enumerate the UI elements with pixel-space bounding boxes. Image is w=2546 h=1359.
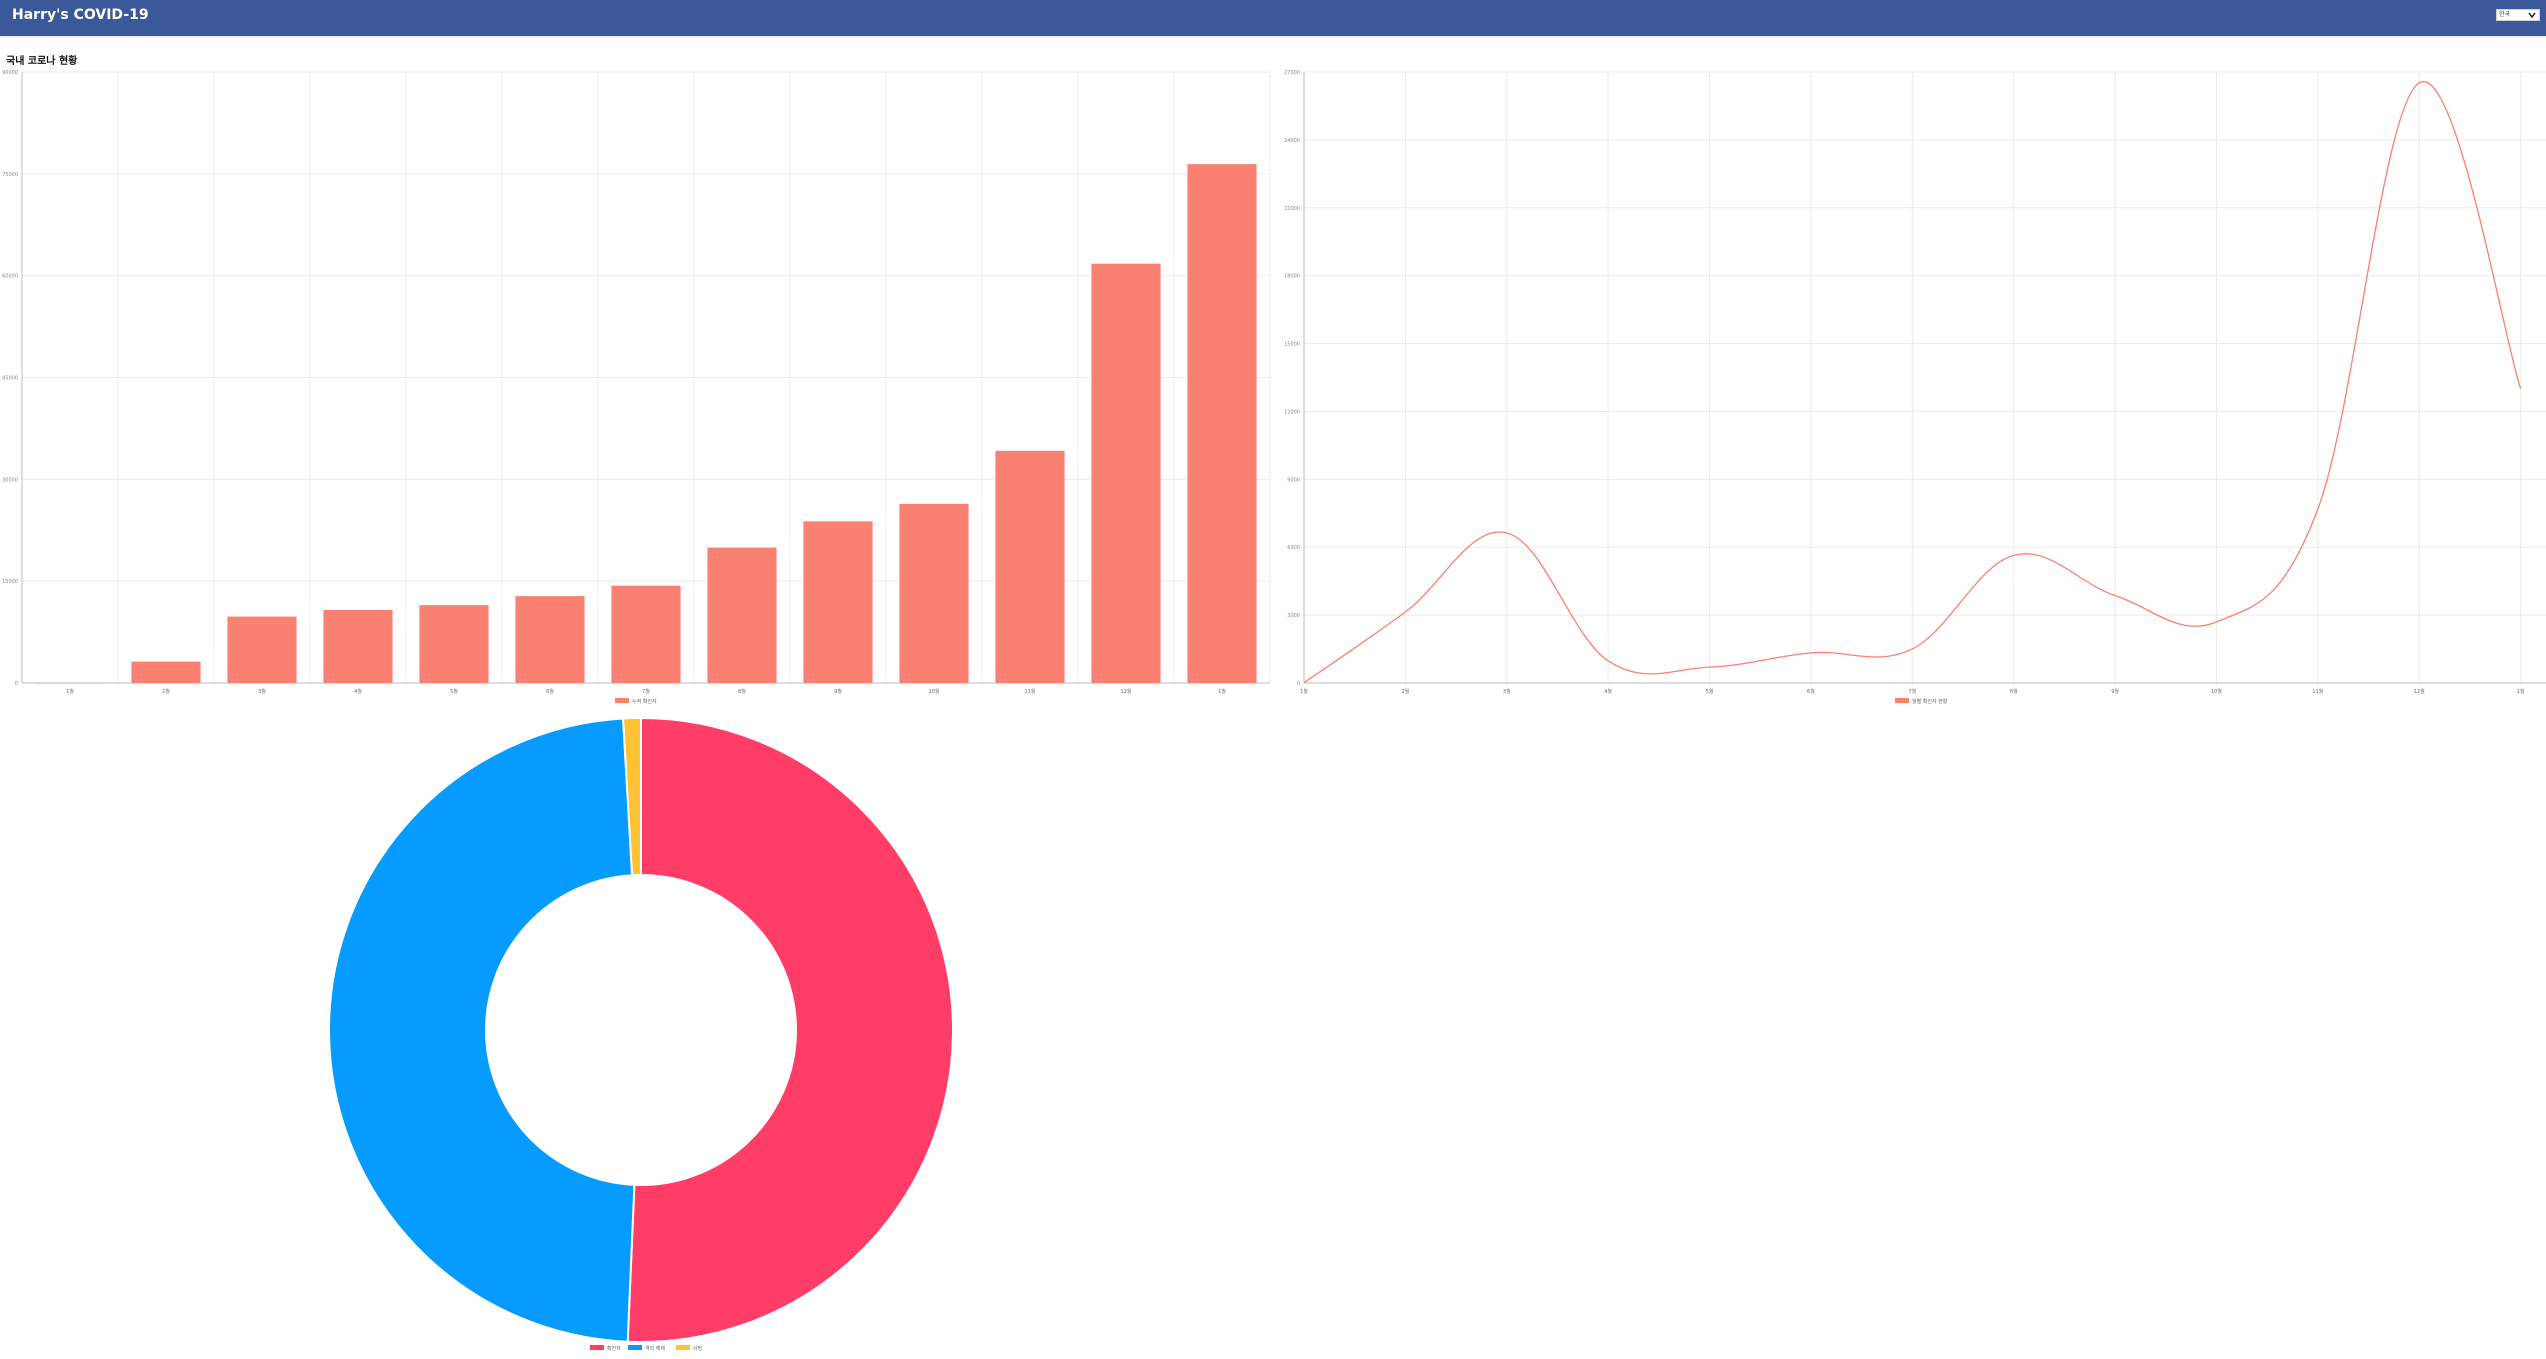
bar-x-tick-label: 8월 <box>738 688 746 695</box>
line-x-tick-label: 4월 <box>1604 688 1612 695</box>
bar-x-tick-label: 10월 <box>929 688 940 695</box>
bar <box>323 609 393 683</box>
line-x-tick-label: 8월 <box>2010 688 2018 695</box>
bar-x-tick-label: 2월 <box>162 688 170 695</box>
bar-x-tick-label: 1월 <box>66 688 74 695</box>
line-series <box>1303 81 2522 684</box>
line-y-tick-label: 12000 <box>1284 409 1300 415</box>
donut-slice <box>626 716 954 1343</box>
bar <box>35 682 105 684</box>
section-title: 국내 코로나 현황 <box>6 56 78 67</box>
bar-x-tick-label: 6월 <box>546 688 554 695</box>
bar <box>515 596 585 683</box>
donut-slice <box>328 717 636 1343</box>
bar-y-tick-label: 15000 <box>2 579 18 585</box>
line-y-tick-label: 0 <box>1297 681 1300 687</box>
donut-legend-label: 확진자 <box>607 1345 621 1352</box>
bar <box>899 503 969 683</box>
bar-x-tick-label: 5월 <box>450 688 458 695</box>
line-y-tick-label: 18000 <box>1284 274 1300 280</box>
bar-x-tick-label: 11월 <box>1025 688 1036 695</box>
donut-legend-swatch <box>676 1345 690 1350</box>
bar-x-tick-label: 4월 <box>354 688 362 695</box>
line-y-tick-label: 21000 <box>1284 206 1300 212</box>
line-legend-swatch <box>1895 698 1909 703</box>
bar-x-tick-label: 3월 <box>258 688 266 695</box>
donut-slice <box>622 716 642 877</box>
top-header: Harry's COVID-19 한국 <box>0 0 2546 36</box>
line-y-tick-label: 15000 <box>1284 342 1300 348</box>
status-donut-chart: 확진자 격리 해제 사망 <box>328 716 954 1352</box>
line-x-tick-label: 7월 <box>1908 688 1916 695</box>
line-x-tick-label: 1월 <box>1300 688 1308 695</box>
bar-x-tick-label: 12월 <box>1121 688 1132 695</box>
bar <box>803 521 873 683</box>
bar-y-tick-label: 45000 <box>2 376 18 382</box>
line-x-tick-label: 12월 <box>2414 688 2425 695</box>
bar <box>131 661 201 683</box>
bar <box>1187 164 1257 683</box>
line-x-tick-label: 11월 <box>2312 688 2323 695</box>
line-x-tick-label: 1월 <box>2517 688 2525 695</box>
line-x-tick-label: 9월 <box>2111 688 2119 695</box>
line-legend-label: 월별 확진자 현황 <box>1912 698 1948 705</box>
line-x-tick-label: 2월 <box>1401 688 1409 695</box>
bar-y-tick-label: 60000 <box>2 274 18 280</box>
chevron-down-icon <box>2528 12 2536 19</box>
line-x-tick-label: 3월 <box>1503 688 1511 695</box>
bar <box>995 450 1065 683</box>
donut-legend-swatch <box>628 1345 642 1350</box>
bar-legend-swatch <box>615 698 629 703</box>
line-x-tick-label: 5월 <box>1706 688 1714 695</box>
bar-y-tick-label: 90000 <box>2 70 18 76</box>
country-select[interactable]: 한국 <box>2496 9 2540 21</box>
line-y-tick-label: 6000 <box>1287 545 1300 551</box>
line-y-tick-label: 27000 <box>1284 70 1300 76</box>
line-y-tick-label: 9000 <box>1287 477 1300 483</box>
bar-x-tick-label: 9월 <box>834 688 842 695</box>
line-x-tick-label: 10월 <box>2211 688 2222 695</box>
donut-legend-swatch <box>590 1345 604 1350</box>
bar <box>707 547 777 683</box>
bar-y-tick-label: 30000 <box>2 477 18 483</box>
bar <box>1091 263 1161 683</box>
country-select-value: 한국 <box>2499 11 2511 18</box>
line-y-tick-label: 24000 <box>1284 138 1300 144</box>
line-y-tick-label: 3000 <box>1287 613 1300 619</box>
line-x-tick-label: 6월 <box>1807 688 1815 695</box>
bar-x-tick-label: 7월 <box>642 688 650 695</box>
donut-legend-label: 격리 해제 <box>645 1345 665 1352</box>
bar-x-tick-label: 1월 <box>1218 688 1226 695</box>
bar-legend-label: 누적 확진자 <box>632 698 657 705</box>
monthly-line-chart: 0 3000 6000 9000 12000 15000 18000 21000 24000 27… <box>1284 70 2546 705</box>
bar-y-tick-label: 0 <box>15 681 18 687</box>
donut-legend-label: 사망 <box>693 1345 703 1352</box>
bar <box>611 585 681 683</box>
bar <box>227 616 297 683</box>
bar-y-tick-label: 75000 <box>2 172 18 178</box>
cumulative-bar-chart: 0 15000 30000 45000 60000 75000 90000 1월 2월 3월 4월 5… <box>2 70 1271 705</box>
bar <box>419 605 489 683</box>
app-title: Harry's COVID-19 <box>12 7 149 23</box>
